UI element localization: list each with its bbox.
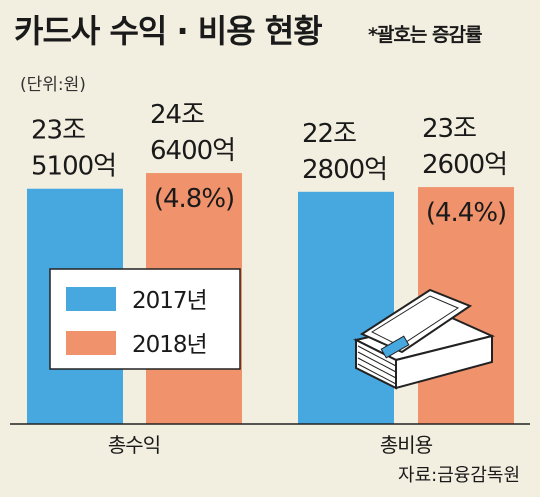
data-label-amount-billion: 2800억: [302, 155, 387, 185]
chart-title: 카드사 수익 · 비용 현황: [14, 12, 323, 50]
data-label-amount-trillion: 23조: [31, 116, 85, 146]
data-label-amount-trillion: 24조: [150, 100, 204, 130]
change-rate-note: *괄호는 증감률: [368, 24, 482, 46]
money-stack-icon: [353, 288, 496, 390]
data-label-amount-billion: 6400억: [150, 136, 235, 166]
data-label-amount-billion: 2600억: [422, 150, 507, 180]
legend-entry-2017: 2017년: [132, 288, 207, 314]
unit-label: (단위:원): [20, 75, 86, 95]
bar-cost-2017: [298, 191, 394, 424]
source-label: 자료:금융감독원: [398, 465, 520, 486]
category-label-cost: 총비용: [380, 433, 433, 457]
data-label-change-rate: (4.4%): [426, 198, 506, 228]
data-label-amount-trillion: 23조: [422, 114, 476, 144]
data-label-amount-billion: 5100억: [31, 152, 116, 182]
data-label-change-rate: (4.8%): [154, 184, 234, 214]
data-label-amount-trillion: 22조: [302, 119, 356, 149]
category-label-revenue: 총수익: [108, 433, 160, 457]
legend-entry-2018: 2018년: [132, 332, 207, 358]
legend-swatch-2018: [66, 331, 116, 355]
legend-swatch-2017: [66, 287, 116, 311]
